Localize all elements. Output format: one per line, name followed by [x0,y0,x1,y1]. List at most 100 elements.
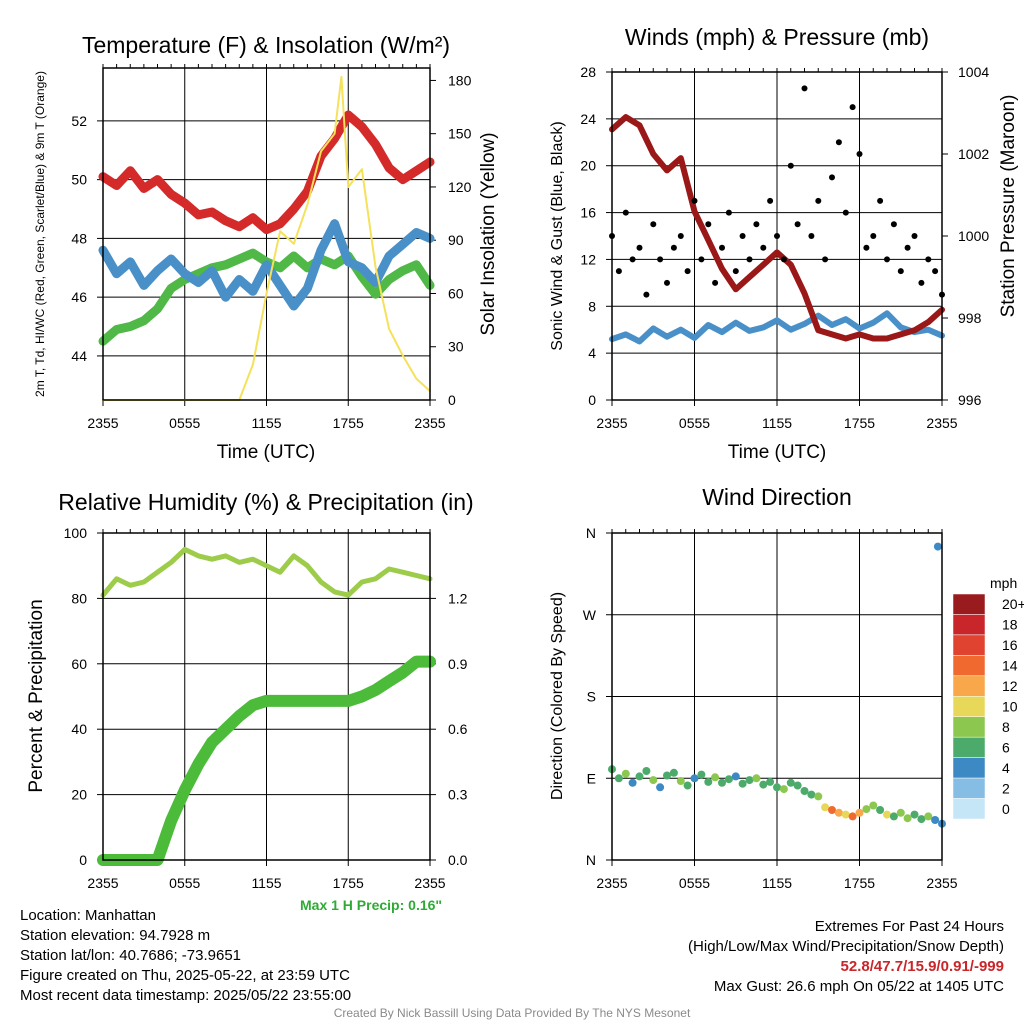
gust-point [870,233,877,239]
gust-point [925,256,932,263]
series-2m-t [98,110,435,235]
direction-point [731,772,740,781]
rh-ytick-label: 60 [71,656,87,672]
speed-label: 2 [1002,780,1010,796]
gust-point [643,291,650,298]
winds-xtick-label: 0555 [679,415,710,431]
winds-ytick-label: 0 [588,392,596,408]
speed-legend-title: mph [990,575,1017,591]
elevation-text: Station elevation: 94.7928 m [20,927,211,944]
wdir-xtick-label: 1755 [844,875,875,891]
speed-label: 0 [1002,801,1010,817]
direction-point [649,776,658,785]
gust-point [794,221,801,228]
temp-rtick-label: 180 [448,72,472,88]
series-relative-humidity [100,546,433,598]
direction-point [848,812,857,821]
winds-ytick-label: 24 [580,111,596,127]
gust-point [657,256,664,263]
wdir-ytick-label: S [587,689,596,705]
rh-title: Relative Humidity (%) & Precipitation (i… [58,489,473,515]
gust-point [739,233,746,239]
winds-rtick-label: 998 [958,310,982,326]
direction-point [628,778,637,787]
gust-point [712,279,719,286]
gust-point [629,256,636,263]
extremes-info: Extremes For Past 24 Hours (High/Low/Max… [688,917,1004,997]
gust-point [719,244,725,251]
winds-ytick-label: 4 [588,345,596,361]
latlon-text: Station lat/lon: 40.7686; -73.9651 [20,947,242,964]
gust-point [767,197,774,204]
direction-point [800,787,809,795]
temp-rtick-label: 150 [448,126,472,142]
direction-point [786,778,795,787]
direction-point [642,767,651,775]
rh-xtick-label: 2355 [414,875,445,891]
direction-point [614,774,623,783]
speed-swatch [952,593,986,615]
direction-point [704,777,713,786]
temp-ytick-label: 46 [71,289,87,305]
winds-rtick-label: 1002 [958,146,989,162]
series-station-pressure [609,114,945,342]
wdir-title: Wind Direction [702,484,852,510]
gust-point [884,256,890,263]
speed-swatch [952,736,986,758]
extremes-values: 52.8/47.7/15.9/0.91/-999 [840,958,1004,975]
gust-point [691,197,698,204]
extremes-title: Extremes For Past 24 Hours [814,918,1004,935]
winds-rtick-label: 1000 [958,228,989,244]
winds-frame [611,71,943,401]
direction-point [841,810,850,819]
direction-point [752,774,761,783]
temp-ytick-label: 44 [71,348,87,364]
gust-point [677,233,684,239]
gust-point [705,221,712,228]
rh-ytick-label: 80 [71,590,87,606]
winds-xtick-label: 1755 [844,415,875,431]
gust-point [670,244,677,251]
gust-point [684,268,691,275]
gust-point [863,244,870,251]
gust-point [877,197,884,204]
direction-point [621,769,630,778]
rh-ytick-label: 20 [71,787,87,803]
wdir-xtick-label: 1155 [762,875,792,891]
direction-point [869,801,878,810]
winds-ytick-label: 20 [580,158,596,174]
wdir-ytick-label: N [586,525,596,541]
gust-point [650,221,657,228]
direction-point [669,768,678,777]
direction-point [931,816,940,824]
station-info: Location: Manhattan Station elevation: 9… [20,906,351,1006]
temp-ytick-label: 48 [71,230,87,246]
winds-rtick-label: 996 [958,392,982,408]
direction-point [855,808,864,817]
gust-point [808,233,815,239]
direction-point [821,803,830,812]
direction-point [883,810,891,819]
rh-ytick-label: 100 [64,525,88,541]
speed-swatch [952,798,986,820]
direction-point [828,806,836,814]
direction-point [635,772,644,781]
temp-rtick-label: 60 [448,285,464,301]
direction-point [738,779,747,788]
gust-point [732,268,739,275]
rh-rtick-label: 0.6 [448,721,468,737]
rh-frame [102,532,431,861]
gust-point [622,209,629,216]
wdir-xtick-label: 0555 [679,875,710,891]
gust-point [615,268,622,275]
gust-point [849,104,856,111]
created-text: Figure created on Thu, 2025-05-22, at 23… [20,967,350,984]
rh-ytick-label: 40 [71,721,87,737]
winds-xtick-label: 2355 [596,415,627,431]
gust-point [636,244,643,251]
gust-point [897,268,904,275]
wdir-xtick-label: 2355 [596,875,627,891]
rh-xtick-label: 0555 [169,875,200,891]
gust-point [698,256,705,263]
